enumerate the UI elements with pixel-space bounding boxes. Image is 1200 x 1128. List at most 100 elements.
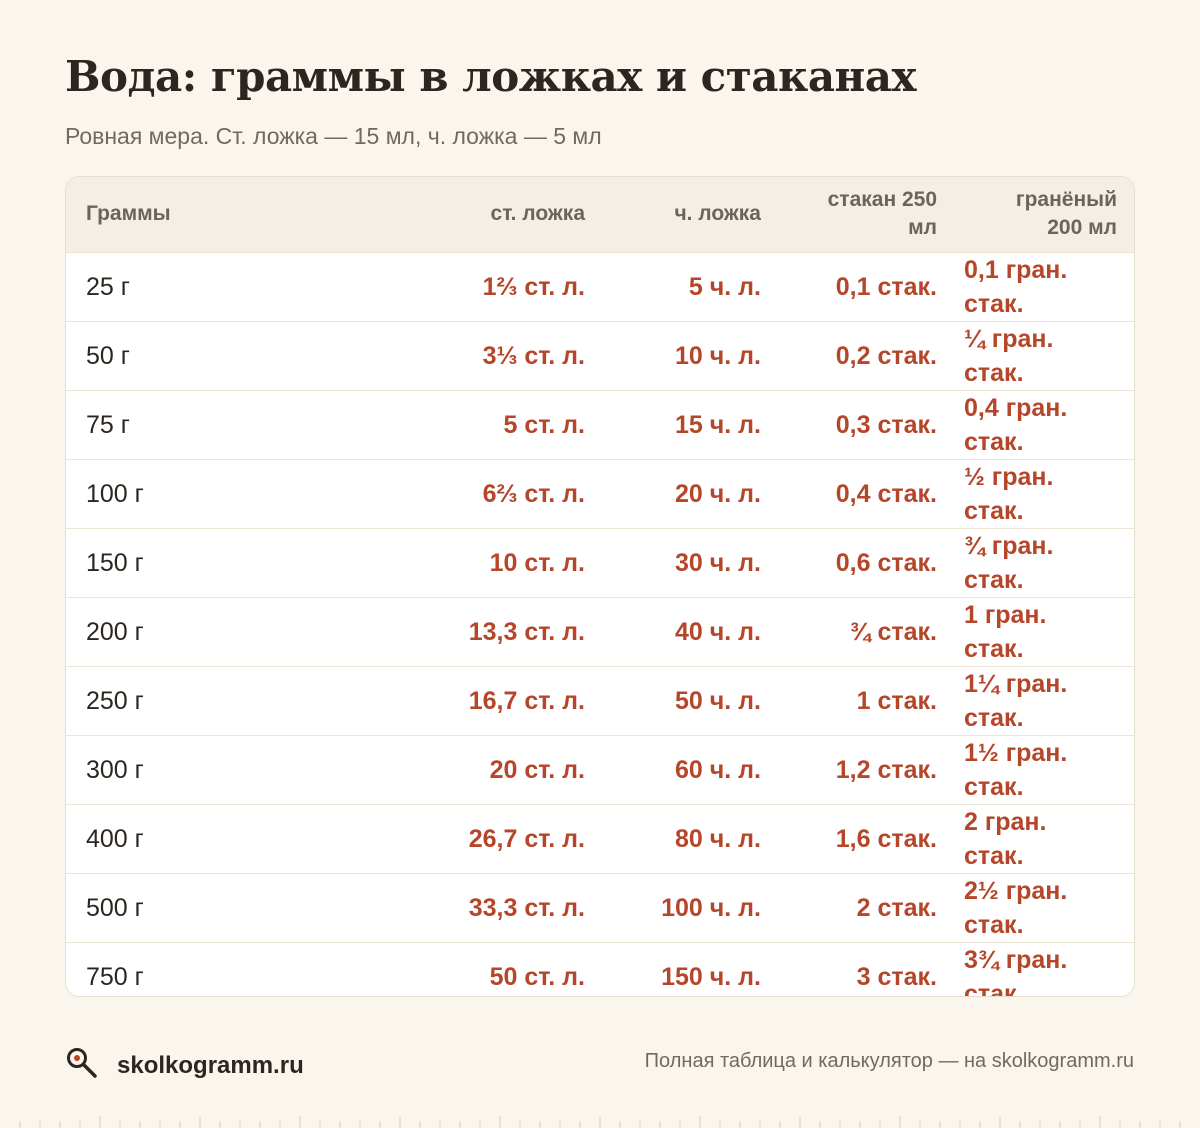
cell-faceted-glass-200: 3¾ гран. стак. (954, 942, 1134, 997)
cell-teaspoon: 80 ч. л. (675, 824, 761, 853)
cell-teaspoon: 40 ч. л. (675, 617, 761, 646)
brand-name: skolkogramm.ru (117, 1051, 304, 1079)
cell-tablespoon: 50 ст. л. (366, 942, 602, 996)
conversion-table-card: Граммы ст. ложка ч. ложка стакан 250 мл … (65, 176, 1135, 997)
cell-grams: 500 г (86, 893, 144, 922)
cell-faceted-glass-200-value: 1¼ гран. стак. (964, 669, 1068, 732)
cell-grams: 50 г (86, 341, 130, 370)
cell-tablespoon: 33,3 ст. л. (366, 873, 602, 942)
cell-faceted-glass-200: 2½ гран. стак. (954, 873, 1134, 942)
table-row: 75 г 5 ст. л. 15 ч. л. 0,3 стак. 0,4 гран. с… (66, 390, 1134, 459)
cell-teaspoon: 60 ч. л. (675, 755, 761, 784)
cell-tablespoon-value: 16,7 ст. л. (468, 686, 585, 715)
table-row: 750 г 50 ст. л. 150 ч. л. 3 стак. 3¾ гран. с… (66, 942, 1134, 997)
cell-grams: 750 г (86, 962, 144, 991)
cell-faceted-glass-200-value: 2½ гран. стак. (964, 876, 1068, 939)
cell-tablespoon: 3⅓ ст. л. (366, 321, 602, 390)
cell-faceted-glass-200-value: ¾ гран. стак. (964, 531, 1054, 594)
cell-faceted-glass-200: ¾ гран. стак. (954, 528, 1134, 597)
conversion-table: Граммы ст. ложка ч. ложка стакан 250 мл … (66, 177, 1134, 997)
cell-faceted-glass-200: 0,1 гран. стак. (954, 252, 1134, 321)
cell-glass-250: 3 стак. (856, 962, 937, 991)
table-row: 400 г 26,7 ст. л. 80 ч. л. 1,6 стак. 2 гран.… (66, 804, 1134, 873)
header-glass-250-label: стакан 250 мл (827, 188, 937, 240)
header-faceted-glass-200-label: гранёный 200 мл (1015, 188, 1117, 240)
table-row: 500 г 33,3 ст. л. 100 ч. л. 2 стак. 2½ гран.… (66, 873, 1134, 942)
cell-tablespoon: 16,7 ст. л. (366, 666, 602, 735)
cell-faceted-glass-200: 1 гран. стак. (954, 597, 1134, 666)
cell-grams: 400 г (86, 824, 144, 853)
cell-glass-250: 0,1 стак. (835, 272, 937, 301)
cell-teaspoon: 30 ч. л. (675, 548, 761, 577)
cell-faceted-glass-200: 0,4 гран. стак. (954, 390, 1134, 459)
cell-faceted-glass-200-value: 3¾ гран. стак. (964, 945, 1068, 997)
cell-faceted-glass-200-value: ½ гран. стак. (964, 462, 1054, 525)
cell-teaspoon: 150 ч. л. (661, 962, 761, 991)
cell-teaspoon: 20 ч. л. (675, 479, 761, 508)
cell-teaspoon: 15 ч. л. (675, 410, 761, 439)
cell-tablespoon-value: 20 ст. л. (489, 755, 585, 784)
cell-grams: 100 г (86, 479, 144, 508)
cell-tablespoon: 6⅔ ст. л. (366, 459, 602, 528)
cell-grams: 200 г (86, 617, 144, 646)
cell-teaspoon: 5 ч. л. (688, 272, 761, 301)
magnifier-icon (65, 1046, 99, 1085)
header-faceted-glass-200: гранёный 200 мл (954, 177, 1134, 252)
table-row: 150 г 10 ст. л. 30 ч. л. 0,6 стак. ¾ гран. с… (66, 528, 1134, 597)
cell-glass-250: 1,2 стак. (835, 755, 937, 784)
cell-tablespoon: 5 ст. л. (366, 390, 602, 459)
page-subtitle: Ровная мера. Ст. ложка — 15 мл, ч. ложка… (65, 123, 602, 149)
cell-faceted-glass-200: ¼ гран. стак. (954, 321, 1134, 390)
cell-grams: 75 г (86, 410, 130, 439)
table-row: 250 г 16,7 ст. л. 50 ч. л. 1 стак. 1¼ гран. … (66, 666, 1134, 735)
cell-tablespoon-value: 26,7 ст. л. (468, 824, 585, 853)
cell-tablespoon-value: 3⅓ ст. л. (482, 341, 585, 370)
cell-tablespoon-value: 1⅔ ст. л. (482, 272, 585, 301)
cell-tablespoon-value: 5 ст. л. (503, 410, 585, 439)
cell-tablespoon: 13,3 ст. л. (366, 597, 602, 666)
cell-teaspoon: 100 ч. л. (661, 893, 761, 922)
cell-grams: 250 г (86, 686, 144, 715)
cell-glass-250: 0,6 стак. (835, 548, 937, 577)
cell-tablespoon: 26,7 ст. л. (366, 804, 602, 873)
page-title: Вода: граммы в ложках и стаканах (65, 52, 917, 101)
cell-faceted-glass-200: 1½ гран. стак. (954, 735, 1134, 804)
cell-faceted-glass-200: 2 гран. стак. (954, 804, 1134, 873)
cell-faceted-glass-200-value: 0,4 гран. стак. (964, 393, 1068, 456)
cell-faceted-glass-200: ½ гран. стак. (954, 459, 1134, 528)
cell-faceted-glass-200-value: 2 гран. стак. (964, 807, 1047, 870)
header-tablespoon: ст. ложка (490, 202, 585, 226)
cell-faceted-glass-200-value: 1 гран. стак. (964, 600, 1047, 663)
cell-grams: 150 г (86, 548, 144, 577)
header-glass-250: стакан 250 мл (778, 177, 954, 252)
cell-faceted-glass-200-value: ¼ гран. стак. (964, 324, 1054, 387)
table-row: 100 г 6⅔ ст. л. 20 ч. л. 0,4 стак. ½ гран. с… (66, 459, 1134, 528)
cell-tablespoon: 1⅔ ст. л. (366, 252, 602, 321)
cell-faceted-glass-200-value: 0,1 гран. стак. (964, 255, 1068, 318)
cell-tablespoon-value: 50 ст. л. (489, 962, 585, 991)
cell-tablespoon: 10 ст. л. (366, 528, 602, 597)
header-grams: Граммы (86, 202, 171, 226)
cell-teaspoon: 10 ч. л. (675, 341, 761, 370)
table-row: 25 г 1⅔ ст. л. 5 ч. л. 0,1 стак. 0,1 гран. с… (66, 252, 1134, 321)
cell-tablespoon-value: 33,3 ст. л. (468, 893, 585, 922)
table-row: 200 г 13,3 ст. л. 40 ч. л. ¾ стак. 1 гран. с… (66, 597, 1134, 666)
cell-glass-250: 1,6 стак. (835, 824, 937, 853)
cell-tablespoon-value: 10 ст. л. (489, 548, 585, 577)
ruler-decoration (19, 1116, 1181, 1128)
header-teaspoon: ч. ложка (674, 202, 761, 226)
cell-teaspoon: 50 ч. л. (675, 686, 761, 715)
cell-tablespoon-value: 6⅔ ст. л. (482, 479, 585, 508)
brand: skolkogramm.ru (65, 1046, 304, 1085)
cell-tablespoon-value: 13,3 ст. л. (468, 617, 585, 646)
cell-glass-250: 0,2 стак. (835, 341, 937, 370)
cell-glass-250: 0,4 стак. (835, 479, 937, 508)
cell-grams: 300 г (86, 755, 144, 784)
cell-glass-250: 2 стак. (856, 893, 937, 922)
cell-glass-250: 1 стак. (856, 686, 937, 715)
cell-glass-250: ¾ стак. (849, 617, 937, 646)
table-row: 300 г 20 ст. л. 60 ч. л. 1,2 стак. 1½ гран. … (66, 735, 1134, 804)
cell-faceted-glass-200-value: 1½ гран. стак. (964, 738, 1068, 801)
footer-note: Полная таблица и калькулятор — на skolko… (644, 1050, 1134, 1072)
table-row: 50 г 3⅓ ст. л. 10 ч. л. 0,2 стак. ¼ гран. ст… (66, 321, 1134, 390)
